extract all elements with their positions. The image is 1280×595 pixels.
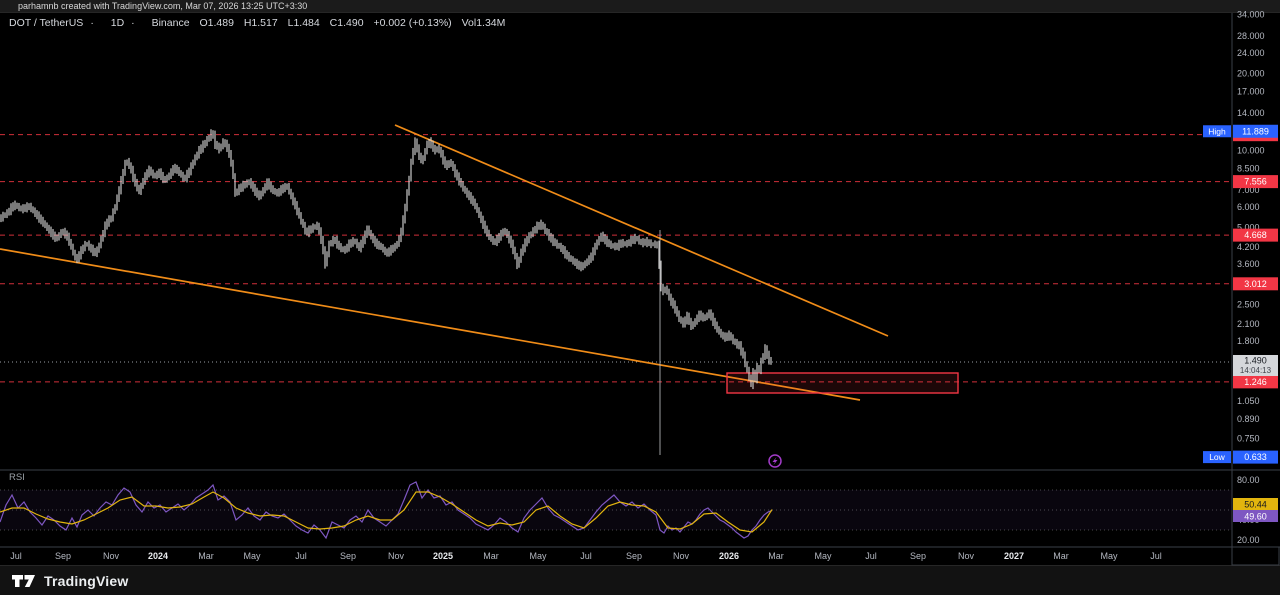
legend-close: C1.490	[329, 17, 364, 29]
rsi-chip-bg	[1233, 510, 1278, 522]
time-axis-month-label: Sep	[340, 551, 356, 561]
rsi-line	[0, 481, 773, 540]
time-axis-month-label: Jul	[1150, 551, 1162, 561]
legend-change: +0.002 (+0.13%)	[373, 17, 452, 29]
time-axis-month-label: Jul	[10, 551, 22, 561]
time-axis-month-label: Jul	[865, 551, 877, 561]
price-level-chip-bg	[1233, 228, 1278, 242]
legend-low: L1.484	[287, 17, 320, 29]
time-axis-year-label: 2025	[433, 551, 453, 561]
time-axis-month-label: May	[243, 551, 261, 561]
price-level-chip-bg	[1233, 277, 1278, 291]
legend-sep1: ·	[90, 17, 94, 29]
candlestick-series	[0, 129, 772, 390]
footer-bar: TradingView	[0, 565, 1280, 595]
time-axis-month-label: Mar	[768, 551, 784, 561]
time-axis-month-label: Mar	[1053, 551, 1069, 561]
time-axis-month-label: Sep	[626, 551, 642, 561]
current-price-chip: 1.490	[1244, 355, 1267, 365]
price-axis-label: 0.750	[1237, 433, 1260, 443]
time-axis-month-label: Nov	[673, 551, 690, 561]
rsi-value-chip: 49.60	[1244, 512, 1267, 522]
legend-symbol[interactable]: DOT / TetherUS	[9, 17, 84, 29]
price-axis-label: 3.600	[1237, 259, 1260, 269]
time-axis-year-label: 2027	[1004, 551, 1024, 561]
high-tag: High	[1208, 126, 1226, 136]
axis-corner-cell	[1231, 546, 1280, 566]
low-price-chip-bg	[1233, 450, 1278, 464]
rsi-ma-value-chip: 50.44	[1244, 500, 1267, 510]
legend-high: H1.517	[243, 17, 278, 29]
symbol-legend: DOT / TetherUS · 1D · Binance O1.489 H1.51…	[9, 17, 512, 29]
attribution-text: parhamnb created with TradingView.com, M…	[18, 1, 308, 11]
high-tag-bg	[1203, 125, 1231, 138]
price-level-chip-bg	[1233, 375, 1278, 389]
trendline-drawing[interactable]	[0, 248, 861, 401]
supply-zone-box[interactable]	[726, 372, 959, 394]
price-axis-label: 24.000	[1237, 48, 1265, 58]
price-axis-label: 6.000	[1237, 202, 1260, 212]
high-price-chip-bg	[1233, 124, 1278, 138]
bar-countdown: 14:04:13	[1240, 366, 1272, 375]
price-level-chip: 7.556	[1244, 177, 1267, 187]
price-axis-label: 8.500	[1237, 164, 1260, 174]
rsi-indicator-label[interactable]: RSI	[9, 472, 25, 483]
time-axis-month-label: May	[529, 551, 547, 561]
rsi-axis-label: 80.00	[1237, 475, 1260, 485]
time-axis-month-label: Jul	[295, 551, 307, 561]
legend-exchange: Binance	[151, 17, 190, 29]
price-axis-label: 10.000	[1237, 145, 1265, 155]
legend-volume: Vol1.34M	[461, 17, 506, 29]
price-axis-label: 28.000	[1237, 31, 1265, 41]
price-axis-label: 34.000	[1237, 10, 1265, 20]
legend-sep2: ·	[131, 17, 135, 29]
time-axis-month-label: Nov	[388, 551, 405, 561]
time-axis-year-label: 2026	[719, 551, 739, 561]
price-axis-label: 2.500	[1237, 300, 1260, 310]
price-axis-label: 5.000	[1237, 222, 1260, 232]
attribution-bar: parhamnb created with TradingView.com, M…	[0, 0, 1280, 13]
time-axis-month-label: Nov	[958, 551, 975, 561]
legend-interval[interactable]: 1D	[110, 17, 125, 29]
current-price-chip-bg	[1233, 354, 1278, 376]
price-axis-label: 7.000	[1237, 185, 1260, 195]
time-axis[interactable]: Jul Sep Nov 2024 Mar May Jul Sep Nov 2025 Mar May Ju…	[10, 551, 1162, 561]
rsi-ma-chip-bg	[1233, 498, 1278, 510]
low-tag: Low	[1209, 452, 1225, 462]
high-price-chip: 11.889	[1242, 126, 1269, 136]
price-axis-label: 14.000	[1237, 108, 1265, 118]
tradingview-logo-icon[interactable]	[12, 571, 36, 591]
price-level-chip: 3.012	[1244, 279, 1267, 289]
price-axis-label: 4.200	[1237, 242, 1260, 252]
time-axis-month-label: Sep	[910, 551, 926, 561]
time-axis-month-label: Nov	[103, 551, 120, 561]
low-tag-bg	[1203, 451, 1231, 464]
low-price-chip: 0.633	[1244, 452, 1267, 462]
time-axis-month-label: Sep	[55, 551, 71, 561]
price-level-chip: 4.668	[1244, 230, 1267, 240]
time-axis-month-label: May	[814, 551, 832, 561]
tradingview-brand-text[interactable]: TradingView	[44, 572, 129, 589]
time-axis-month-label: May	[1100, 551, 1118, 561]
time-axis-month-label: Mar	[483, 551, 499, 561]
price-axis-label: 20.000	[1237, 68, 1265, 78]
rsi-axis-label: 20.00	[1237, 535, 1260, 545]
price-axis-label: 0.890	[1237, 414, 1260, 424]
lightning-bolt-glyph	[772, 457, 778, 465]
price-axis-label: 1.800	[1237, 336, 1260, 346]
rsi-ma-line	[0, 491, 773, 533]
legend-open: O1.489	[199, 17, 234, 29]
price-level-chip-bg	[1233, 175, 1278, 189]
price-level-chip: 1.246	[1244, 377, 1267, 387]
time-axis-month-label: Mar	[198, 551, 214, 561]
price-axis-label: 2.100	[1237, 319, 1260, 329]
time-axis-year-label: 2024	[148, 551, 168, 561]
trendline-drawing[interactable]	[394, 124, 889, 337]
price-axis-label: 1.050	[1237, 396, 1260, 406]
time-axis-month-label: Jul	[580, 551, 592, 561]
price-axis-label: 17.000	[1237, 87, 1265, 97]
